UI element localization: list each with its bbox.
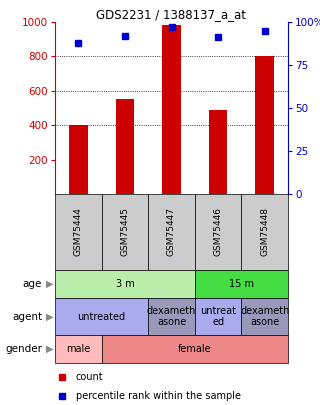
Bar [241,298,288,335]
Text: male: male [66,344,91,354]
Text: count: count [76,372,104,382]
Text: gender: gender [5,344,42,354]
Text: GSM75448: GSM75448 [260,207,269,256]
Text: untreated: untreated [77,311,126,322]
Bar [116,99,134,194]
Bar [255,56,274,194]
Text: dexameth
asone: dexameth asone [147,306,196,327]
Text: 15 m: 15 m [229,279,254,289]
Bar [148,298,195,335]
Bar [69,125,88,194]
Text: GSM75447: GSM75447 [167,207,176,256]
Text: ▶: ▶ [46,311,53,322]
Bar [195,270,288,298]
Text: female: female [178,344,212,354]
Text: dexameth
asone: dexameth asone [240,306,289,327]
Bar [209,110,228,194]
Bar [241,194,288,270]
Bar [148,194,195,270]
Text: GSM75444: GSM75444 [74,207,83,256]
Bar [195,194,241,270]
Text: ▶: ▶ [46,344,53,354]
Bar [55,194,102,270]
Bar [55,335,102,363]
Text: GSM75445: GSM75445 [120,207,129,256]
Text: 3 m: 3 m [116,279,134,289]
Bar [55,298,148,335]
Text: untreat
ed: untreat ed [200,306,236,327]
Text: percentile rank within the sample: percentile rank within the sample [76,391,241,401]
Text: agent: agent [12,311,42,322]
Bar [102,194,148,270]
Text: ▶: ▶ [46,279,53,289]
Text: GSM75446: GSM75446 [214,207,223,256]
Bar [102,335,288,363]
Bar [162,26,181,194]
Bar [55,270,195,298]
Bar [195,298,241,335]
Text: age: age [23,279,42,289]
Title: GDS2231 / 1388137_a_at: GDS2231 / 1388137_a_at [97,8,246,21]
